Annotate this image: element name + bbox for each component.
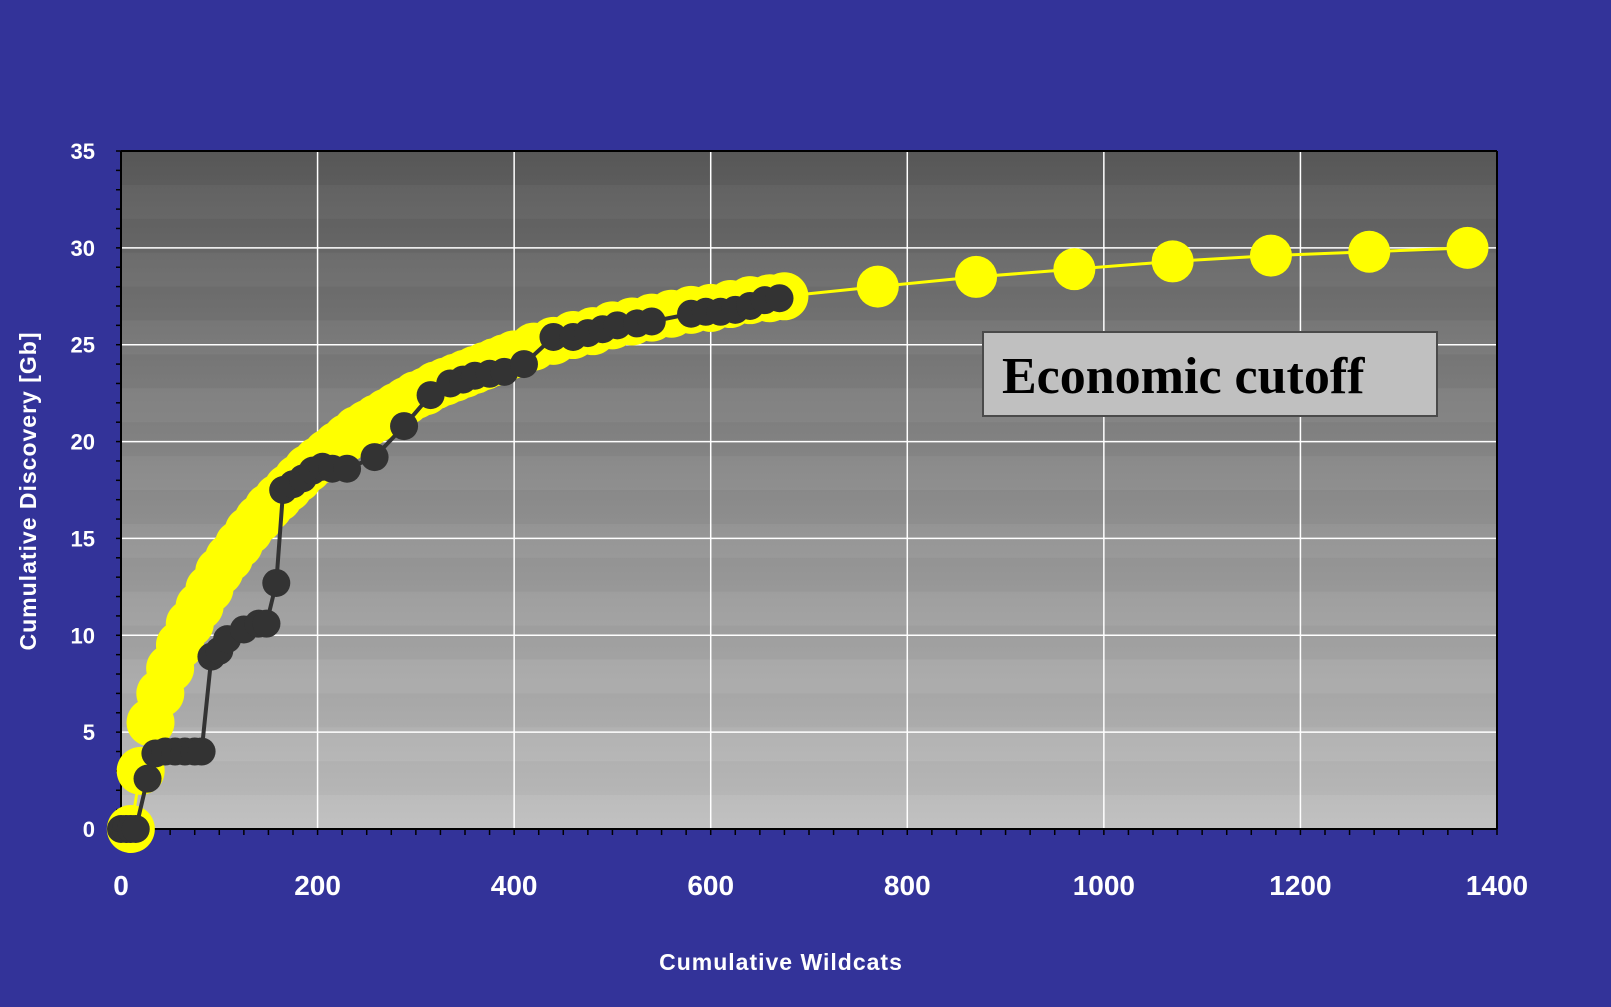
- x-tick-label: 0: [113, 870, 129, 901]
- y-tick-label: 35: [71, 139, 95, 164]
- shading-band: [121, 795, 1497, 829]
- y-tick-label: 30: [71, 236, 95, 261]
- x-axis-title: Cumulative Wildcats: [659, 949, 903, 975]
- annotation-group: Economic cutoff: [982, 331, 1438, 417]
- actual-data-point: [187, 737, 216, 766]
- fit-data-point: [1446, 226, 1489, 269]
- y-tick-label: 15: [71, 526, 95, 551]
- actual-data-point: [333, 454, 362, 483]
- shading-band: [121, 287, 1497, 321]
- shading-band: [121, 490, 1497, 524]
- shading-band: [121, 693, 1497, 727]
- y-tick-label: 25: [71, 333, 95, 358]
- axes: 0 200 400 600 800 1000 1200 1400 0 5 10 15 20 25 30 35: [71, 139, 1529, 901]
- fit-data-point: [856, 265, 899, 308]
- fit-data-point: [1151, 240, 1194, 283]
- y-tick-label: 10: [71, 623, 95, 648]
- actual-data-point: [539, 322, 568, 351]
- actual-data-point: [509, 350, 538, 379]
- x-tick-label: 600: [687, 870, 734, 901]
- annotation-label: Economic cutoff: [1002, 348, 1365, 405]
- actual-data-point: [390, 412, 419, 441]
- actual-data-point: [765, 284, 794, 313]
- actual-data-point: [133, 764, 162, 793]
- x-tick-label: 1400: [1466, 870, 1528, 901]
- x-tick-label: 200: [294, 870, 341, 901]
- actual-data-point: [121, 815, 150, 843]
- y-axis-title: Cumulative Discovery [Gb]: [15, 332, 41, 651]
- actual-data-point: [262, 568, 291, 597]
- fit-data-point: [1053, 248, 1096, 291]
- shading-band: [121, 151, 1497, 185]
- shading-band: [121, 660, 1497, 694]
- shading-band: [121, 761, 1497, 795]
- fit-data-point: [955, 255, 998, 298]
- fit-data-point: [1249, 234, 1292, 277]
- annotation-box: [982, 331, 1438, 417]
- shading-band: [121, 626, 1497, 660]
- actual-data-point: [252, 609, 281, 638]
- fit-data-point: [1348, 230, 1391, 273]
- actual-data-point: [637, 307, 666, 336]
- actual-data-point: [360, 443, 389, 472]
- y-tick-label: 20: [71, 430, 95, 455]
- x-tick-label: 400: [491, 870, 538, 901]
- shading-band: [121, 524, 1497, 558]
- shading-band: [121, 185, 1497, 219]
- y-tick-label: 0: [83, 817, 95, 842]
- shading-band: [121, 592, 1497, 626]
- shading-band: [121, 558, 1497, 592]
- x-tick-label: 800: [884, 870, 931, 901]
- x-tick-label: 1000: [1073, 870, 1135, 901]
- actual-discovery-points: [107, 284, 794, 843]
- x-tick-label: 1200: [1269, 870, 1331, 901]
- y-tick-label: 5: [83, 720, 95, 745]
